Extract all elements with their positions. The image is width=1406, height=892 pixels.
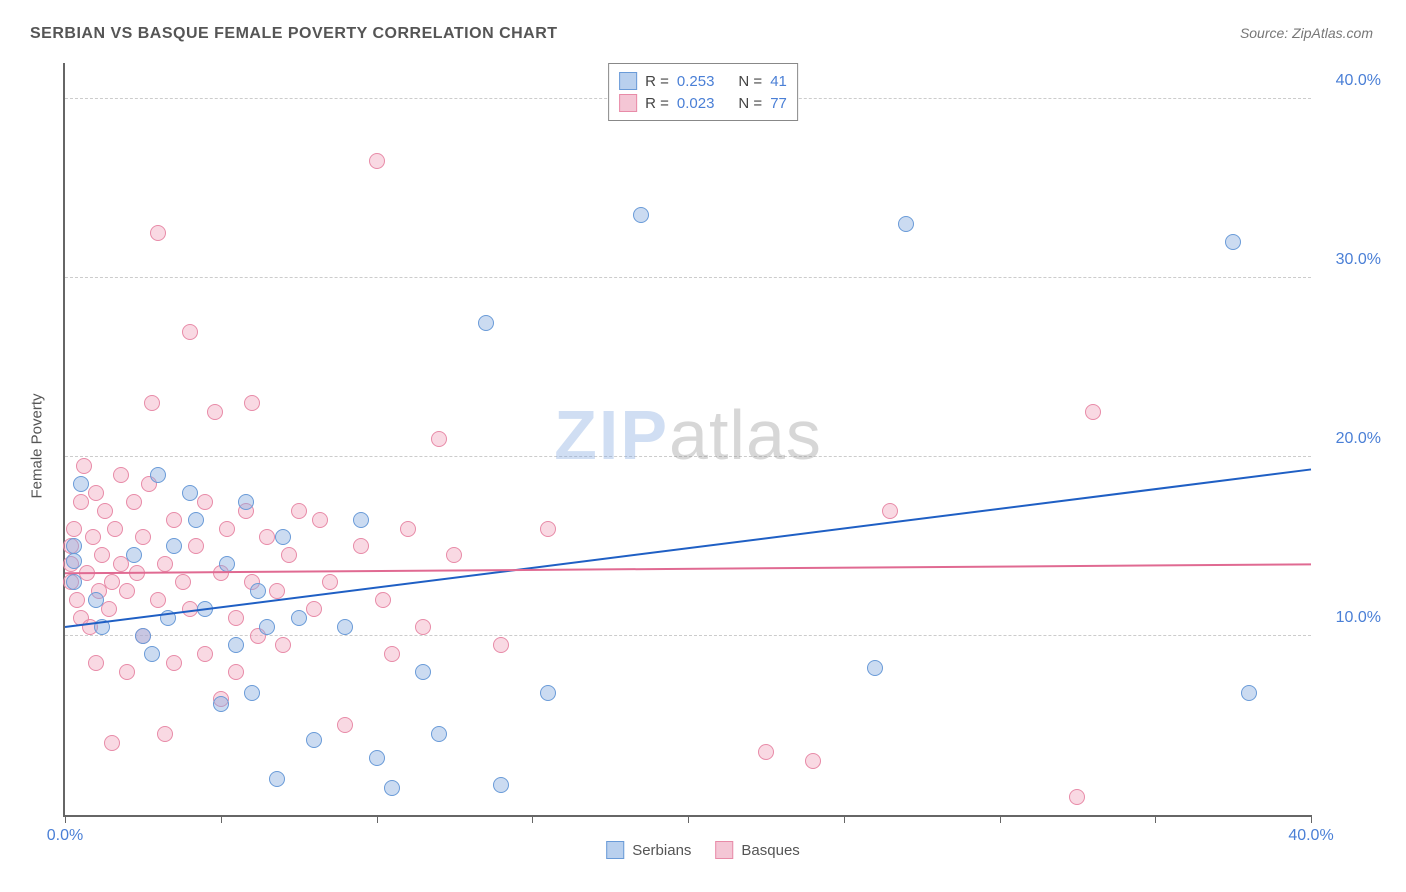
x-tick-label: 0.0% xyxy=(47,827,83,845)
x-tick-label: 40.0% xyxy=(1288,827,1333,845)
y-tick-label: 30.0% xyxy=(1321,251,1381,269)
legend-label-basques: Basques xyxy=(741,842,799,859)
x-tick xyxy=(377,815,378,823)
chart-title: SERBIAN VS BASQUE FEMALE POVERTY CORRELA… xyxy=(30,25,558,43)
legend-top: R = 0.253 N = 41 R = 0.023 N = 77 xyxy=(608,63,798,121)
trend-lines-svg xyxy=(65,63,1311,815)
r-label: R = xyxy=(645,73,669,90)
n-label: N = xyxy=(738,73,762,90)
y-tick-label: 40.0% xyxy=(1321,72,1381,90)
legend-top-row-basques: R = 0.023 N = 77 xyxy=(619,92,787,114)
y-axis-label: Female Poverty xyxy=(29,393,46,498)
x-tick xyxy=(65,815,66,823)
trend-line xyxy=(65,469,1311,627)
x-tick xyxy=(1155,815,1156,823)
x-tick xyxy=(1311,815,1312,823)
legend-swatch-serbians-bottom xyxy=(606,841,624,859)
r-value-serbians: 0.253 xyxy=(677,73,715,90)
chart-container: SERBIAN VS BASQUE FEMALE POVERTY CORRELA… xyxy=(15,15,1391,877)
x-tick xyxy=(844,815,845,823)
x-tick xyxy=(532,815,533,823)
plot-area: ZIPatlas 10.0%20.0%30.0%40.0%0.0%40.0% xyxy=(63,63,1311,817)
r-label-2: R = xyxy=(645,95,669,112)
x-tick xyxy=(1000,815,1001,823)
legend-swatch-basques-bottom xyxy=(715,841,733,859)
source-label: Source: ZipAtlas.com xyxy=(1240,25,1373,41)
n-label-2: N = xyxy=(738,95,762,112)
legend-bottom-basques: Basques xyxy=(715,841,799,859)
legend-top-row-serbians: R = 0.253 N = 41 xyxy=(619,70,787,92)
legend-bottom-serbians: Serbians xyxy=(606,841,691,859)
x-tick xyxy=(688,815,689,823)
n-value-basques: 77 xyxy=(770,95,787,112)
n-value-serbians: 41 xyxy=(770,73,787,90)
legend-swatch-basques xyxy=(619,94,637,112)
legend-swatch-serbians xyxy=(619,72,637,90)
legend-bottom: Serbians Basques xyxy=(606,841,800,859)
trend-line xyxy=(65,564,1311,573)
x-tick xyxy=(221,815,222,823)
y-tick-label: 20.0% xyxy=(1321,430,1381,448)
r-value-basques: 0.023 xyxy=(677,95,715,112)
y-tick-label: 10.0% xyxy=(1321,609,1381,627)
legend-label-serbians: Serbians xyxy=(632,842,691,859)
